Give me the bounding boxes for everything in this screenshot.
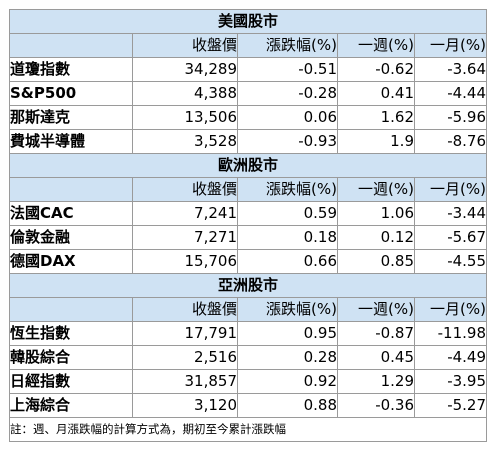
- index-value: -0.62: [337, 57, 415, 82]
- section-title: 歐洲股市: [9, 153, 487, 178]
- index-name: 那斯達克: [9, 105, 133, 130]
- index-value: 7,241: [132, 201, 238, 226]
- column-header: 一月(%): [414, 297, 487, 322]
- index-value: 0.06: [237, 105, 338, 130]
- index-value: -0.36: [337, 393, 415, 418]
- index-name: 倫敦金融: [9, 225, 133, 250]
- index-value: 0.88: [237, 393, 338, 418]
- index-value: 1.62: [337, 105, 415, 130]
- table-row: 上海綜合 3,120 0.88 -0.36 -5.27: [9, 393, 487, 418]
- table-row: 韓股綜合 2,516 0.28 0.45 -4.49: [9, 345, 487, 370]
- index-value: -3.44: [414, 201, 487, 226]
- table-row: S&P500 4,388 -0.28 0.41 -4.44: [9, 81, 487, 106]
- table-row: 日經指數 31,857 0.92 1.29 -3.95: [9, 369, 487, 394]
- index-value: 0.85: [337, 249, 415, 274]
- index-value: 0.18: [237, 225, 338, 250]
- index-value: -5.96: [414, 105, 487, 130]
- column-header: 收盤價: [132, 177, 238, 202]
- index-value: 1.9: [337, 129, 415, 154]
- column-header: 一週(%): [337, 297, 415, 322]
- index-name: 法國CAC: [9, 201, 133, 226]
- index-name: S&P500: [9, 81, 133, 106]
- section-europe-title-row: 歐洲股市: [9, 153, 487, 178]
- column-header: 一月(%): [414, 177, 487, 202]
- index-value: 0.95: [237, 321, 338, 346]
- index-value: 3,120: [132, 393, 238, 418]
- table-row: 德國DAX 15,706 0.66 0.85 -4.55: [9, 249, 487, 274]
- index-value: 0.45: [337, 345, 415, 370]
- index-value: 0.92: [237, 369, 338, 394]
- column-header: [9, 297, 133, 322]
- market-summary-table: 美國股市 收盤價 漲跌幅(%) 一週(%) 一月(%) 道瓊指數 34,289 -0.51 -0…: [9, 9, 487, 442]
- index-value: 34,289: [132, 57, 238, 82]
- index-name: 韓股綜合: [9, 345, 133, 370]
- section-title: 亞洲股市: [9, 273, 487, 298]
- index-value: -0.28: [237, 81, 338, 106]
- table-row: 法國CAC 7,241 0.59 1.06 -3.44: [9, 201, 487, 226]
- index-value: 2,516: [132, 345, 238, 370]
- footnote: 註：週、月漲跌幅的計算方式為，期初至今累計漲跌幅: [9, 417, 487, 442]
- index-value: 0.59: [237, 201, 338, 226]
- index-name: 上海綜合: [9, 393, 133, 418]
- column-header: [9, 177, 133, 202]
- index-value: -4.49: [414, 345, 487, 370]
- section-asia-title-row: 亞洲股市: [9, 273, 487, 298]
- index-value: 4,388: [132, 81, 238, 106]
- index-value: 0.28: [237, 345, 338, 370]
- column-header: 漲跌幅(%): [237, 177, 338, 202]
- index-value: -5.67: [414, 225, 487, 250]
- column-header: 一月(%): [414, 33, 487, 58]
- index-name: 日經指數: [9, 369, 133, 394]
- section-us-title-row: 美國股市: [9, 9, 487, 34]
- index-value: 17,791: [132, 321, 238, 346]
- index-name: 德國DAX: [9, 249, 133, 274]
- index-name: 費城半導體: [9, 129, 133, 154]
- note-row: 註：週、月漲跌幅的計算方式為，期初至今累計漲跌幅: [9, 417, 487, 442]
- table-row: 倫敦金融 7,271 0.18 0.12 -5.67: [9, 225, 487, 250]
- index-value: -0.93: [237, 129, 338, 154]
- index-value: 0.41: [337, 81, 415, 106]
- index-value: -0.87: [337, 321, 415, 346]
- table-row: 費城半導體 3,528 -0.93 1.9 -8.76: [9, 129, 487, 154]
- index-value: -3.95: [414, 369, 487, 394]
- index-value: 3,528: [132, 129, 238, 154]
- column-header: 一週(%): [337, 33, 415, 58]
- index-value: 7,271: [132, 225, 238, 250]
- index-value: -8.76: [414, 129, 487, 154]
- index-value: 1.06: [337, 201, 415, 226]
- index-value: -0.51: [237, 57, 338, 82]
- table-row: 那斯達克 13,506 0.06 1.62 -5.96: [9, 105, 487, 130]
- index-value: -4.55: [414, 249, 487, 274]
- index-value: -11.98: [414, 321, 487, 346]
- index-value: 31,857: [132, 369, 238, 394]
- column-header-row: 收盤價 漲跌幅(%) 一週(%) 一月(%): [9, 297, 487, 322]
- column-header: 漲跌幅(%): [237, 33, 338, 58]
- section-title: 美國股市: [9, 9, 487, 34]
- column-header-row: 收盤價 漲跌幅(%) 一週(%) 一月(%): [9, 33, 487, 58]
- column-header-row: 收盤價 漲跌幅(%) 一週(%) 一月(%): [9, 177, 487, 202]
- index-value: 0.12: [337, 225, 415, 250]
- column-header: 收盤價: [132, 297, 238, 322]
- index-value: 13,506: [132, 105, 238, 130]
- index-value: 15,706: [132, 249, 238, 274]
- index-value: -5.27: [414, 393, 487, 418]
- column-header: 一週(%): [337, 177, 415, 202]
- index-value: -3.64: [414, 57, 487, 82]
- index-name: 道瓊指數: [9, 57, 133, 82]
- table-row: 恆生指數 17,791 0.95 -0.87 -11.98: [9, 321, 487, 346]
- column-header: [9, 33, 133, 58]
- index-value: 1.29: [337, 369, 415, 394]
- index-value: 0.66: [237, 249, 338, 274]
- column-header: 收盤價: [132, 33, 238, 58]
- table-row: 道瓊指數 34,289 -0.51 -0.62 -3.64: [9, 57, 487, 82]
- index-value: -4.44: [414, 81, 487, 106]
- column-header: 漲跌幅(%): [237, 297, 338, 322]
- index-name: 恆生指數: [9, 321, 133, 346]
